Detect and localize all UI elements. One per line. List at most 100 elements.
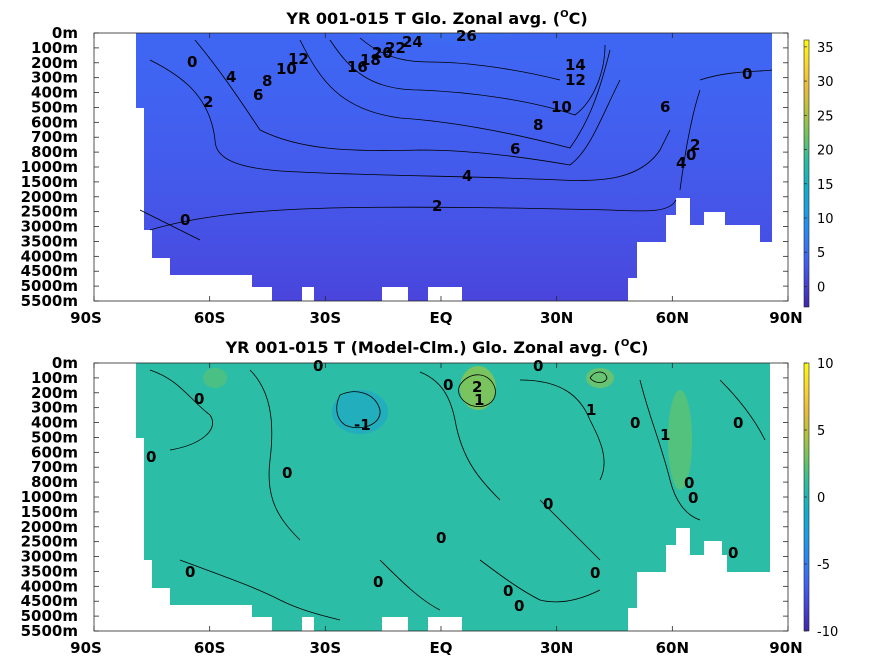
colorbar [803,39,810,308]
contour-label: 4 [226,68,236,86]
contour-label: 1 [586,401,596,419]
y-tick-label: 1500m [21,173,78,191]
contour-label: 0 [686,146,696,164]
contour-label: 20 [372,44,393,62]
y-tick-label: 5500m [21,622,78,640]
contour-label: 0 [590,564,600,582]
y-tick-label: 100m [31,369,78,387]
y-tick-label: 2000m [21,518,78,536]
y-tick-label: 600m [31,113,78,131]
colorbar-tick-label: 0 [817,491,825,506]
panel-title: YR 001-015 T (Model-Clm.) Glo. Zonal avg… [225,338,649,357]
contour-labels: 0 4 2 6 8 10 12 16 18 20 22 24 26 14 12 … [180,27,752,229]
x-tick-label: 30S [309,639,341,656]
y-tick-label: 500m [31,428,78,446]
y-tick-label: 0m [52,354,78,372]
contour-label: 12 [288,50,309,68]
y-tick-label: 1000m [21,158,78,176]
contour-label: 0 [373,573,383,591]
colorbar-tick-label: 30 [817,75,834,90]
contour-label: 16 [347,58,368,76]
y-tick-label: 200m [31,384,78,402]
y-tick-label: 600m [31,443,78,461]
y-tick-label: 2500m [21,203,78,221]
colorbar-tick-label: 25 [817,109,834,124]
y-tick-label: 3500m [21,232,78,250]
y-axis: 0m100m200m300m400m500m600m700m800m1000m1… [21,24,788,310]
contour-label: 0 [533,357,543,375]
y-tick-label: 700m [31,128,78,146]
y-tick-label: 400m [31,414,78,432]
panel-temperature: YR 001-015 T Glo. Zonal avg. (OC) 0 4 2 [21,9,834,327]
panel-title: YR 001-015 T Glo. Zonal avg. (OC) [285,9,587,28]
contour-label: 0 [543,495,553,513]
ocean-mask [136,363,770,631]
y-tick-label: 4500m [21,592,78,610]
y-tick-label: 700m [31,458,78,476]
y-tick-label: 3000m [21,548,78,566]
x-tick-label: 60S [194,309,226,327]
contour-label: 14 [565,56,586,74]
y-tick-label: 300m [31,399,78,417]
y-tick-label: 200m [31,54,78,72]
y-tick-label: 3500m [21,562,78,580]
x-tick-label: 30S [309,309,341,327]
contour-label: 1 [474,391,484,409]
contour-label: 12 [565,71,586,89]
x-tick-label: 60S [194,639,226,656]
y-tick-label: 1500m [21,503,78,521]
x-tick-label: 30N [540,309,573,327]
x-tick-label: 90N [769,639,802,656]
contour-label: 0 [728,544,738,562]
y-tick-label: 4000m [21,247,78,265]
x-tick-label: EQ [430,639,453,656]
y-tick-label: 100m [31,39,78,57]
contour-label: 0 [684,474,694,492]
contour-label: 2 [203,93,213,111]
contour-label: 6 [660,98,670,116]
y-tick-label: 4500m [21,262,78,280]
panel-anomaly: YR 001-015 T (Model-Clm.) Glo. Zonal avg… [21,338,839,656]
colorbar-tick-label: 15 [817,178,834,193]
contour-label: 0 [742,65,752,83]
colorbar-ticks: 10 5 0 -5 -10 [804,357,838,640]
y-tick-label: 800m [31,473,78,491]
contour-label: 4 [462,167,472,185]
y-tick-label: 0m [52,24,78,42]
y-tick-label: 2000m [21,188,78,206]
y-tick-label: 4000m [21,577,78,595]
contour-label: -1 [354,416,371,434]
contour-label: 0 [630,414,640,432]
colorbar-ticks: 35 30 25 20 15 10 5 0 [804,41,834,295]
x-tick-label: 60N [656,309,689,327]
x-tick-label: 30N [540,639,573,656]
colorbar-tick-label: 20 [817,144,834,159]
contour-label: 1 [660,426,670,444]
contour-label: 0 [733,414,743,432]
colorbar-tick-label: 10 [817,212,834,227]
warm-surface [210,33,670,210]
contour-label: 22 [385,39,406,57]
y-tick-label: 300m [31,69,78,87]
contour-label: 26 [456,27,477,45]
x-tick-label: 90S [70,639,102,656]
contour-label: 10 [551,98,572,116]
contour-label: 0 [185,563,195,581]
contour-label: 2 [690,136,700,154]
contour-label: 8 [262,72,272,90]
contour-label: 4 [676,154,686,172]
contours [139,37,773,241]
colorbar-tick-label: 5 [817,246,825,261]
x-tick-label: 90S [70,309,102,327]
contour-label: 0 [180,211,190,229]
y-tick-label: 5000m [21,277,78,295]
colorbar-tick-label: 0 [817,280,825,295]
y-tick-label: 400m [31,84,78,102]
y-tick-label: 800m [31,143,78,161]
contour-label: 24 [402,33,423,51]
y-tick-label: 5000m [21,607,78,625]
y-tick-label: 3000m [21,218,78,236]
contour-label: 0 [436,529,446,547]
colorbar-tick-label: -10 [817,625,838,640]
y-tick-label: 500m [31,98,78,116]
